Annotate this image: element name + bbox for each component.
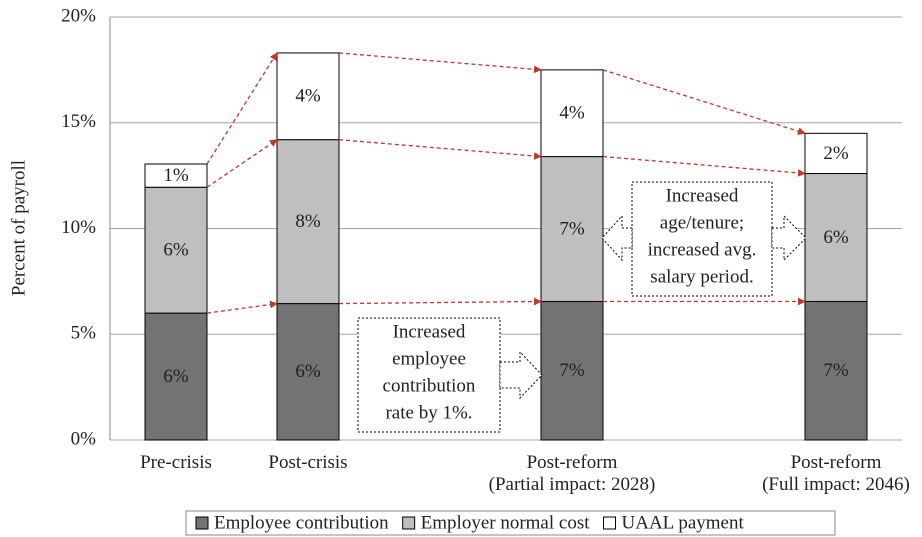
data-label: 4% [559, 103, 585, 124]
legend-swatch [402, 516, 416, 530]
y-tick-label: 5% [71, 323, 97, 344]
connector-arrow [206, 139, 278, 188]
y-tick-label: 0% [71, 428, 97, 449]
bar-segment [144, 163, 208, 188]
annotation-text: salary period. [650, 266, 753, 287]
legend-label: Employer normal cost [421, 512, 591, 533]
annotation-text: contribution [383, 375, 476, 396]
bar-segment [804, 132, 868, 175]
data-label: 4% [295, 86, 321, 107]
annotation-text: increased avg. [648, 239, 757, 260]
connector-arrow [602, 155, 806, 177]
annotation-arrow [601, 214, 807, 262]
connector-arrow [206, 300, 278, 314]
data-label: 7% [559, 360, 585, 381]
legend-box [185, 510, 836, 536]
annotation-text: age/tenure; [660, 212, 744, 233]
annotation-box [357, 317, 501, 433]
x-tick-label: Post-reform (Full impact: 2046) [762, 452, 910, 495]
legend-label: UAAL payment [622, 512, 745, 533]
x-tick-label: Post-crisis [268, 452, 347, 473]
legend-swatch [195, 516, 209, 530]
annotation-box [631, 181, 773, 297]
bar-segment [804, 300, 868, 441]
connector-arrow [602, 69, 806, 135]
data-label: 6% [295, 361, 321, 382]
bar-segment [540, 300, 604, 441]
bar-segment [276, 303, 340, 441]
data-label: 6% [163, 240, 189, 261]
bar-segment [276, 52, 340, 141]
x-tick-label: Pre-crisis [140, 452, 212, 473]
bar-segment [804, 173, 868, 302]
connector-arrow [338, 297, 542, 306]
data-label: 1% [163, 165, 189, 186]
connector-arrow [338, 52, 542, 74]
annotation-text: Increased [393, 321, 466, 342]
bar-segment [276, 139, 340, 305]
bar-segment [540, 69, 604, 158]
y-tick-label: 20% [61, 5, 96, 26]
annotation-text: rate by 1%. [385, 402, 472, 423]
legend-label: Employee contribution [214, 512, 389, 533]
annotation-text: employee [392, 348, 466, 369]
data-label: 6% [823, 227, 849, 248]
y-tick-label: 15% [61, 111, 96, 132]
connector-arrow [206, 52, 278, 165]
data-label: 6% [163, 366, 189, 387]
connector-arrow [338, 139, 542, 160]
legend-swatch [603, 516, 617, 530]
annotation-text: Increased [666, 185, 739, 206]
annotation-arrow [499, 350, 543, 400]
data-label: 7% [823, 360, 849, 381]
y-axis-label: Percent of payroll [8, 160, 29, 296]
data-label: 7% [559, 218, 585, 239]
x-tick-label: Post-reform (Partial impact: 2028) [489, 452, 656, 495]
y-tick-label: 10% [61, 217, 96, 238]
data-label: 2% [823, 143, 849, 164]
bar-segment [144, 312, 208, 441]
data-label: 8% [295, 211, 321, 232]
bar-segment [144, 186, 208, 314]
